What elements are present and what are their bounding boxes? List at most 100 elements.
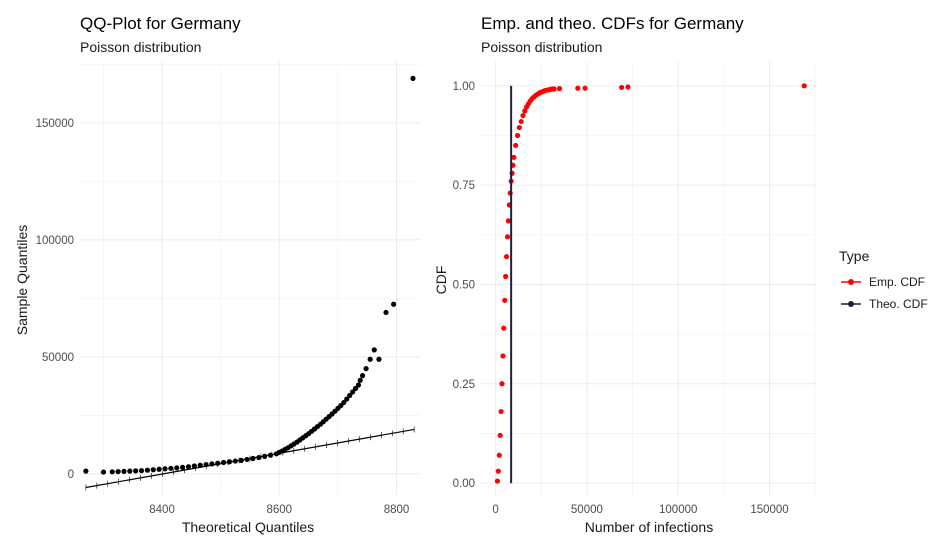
cdf-point [499,381,505,387]
cdf-point [619,84,625,91]
cdf-title: Emp. and theo. CDFs for Germany [481,14,744,33]
legend-label-emp-cdf: Emp. CDF [869,275,925,289]
cdf-point [575,85,581,91]
legend-item-emp-cdf: Emp. CDF [841,275,925,289]
cdf-y-ticks: 0.00 0.25 0.50 0.75 1.00 [453,81,475,490]
legend-item-theo-cdf: Theo. CDF [841,297,928,311]
qq-point [179,464,186,470]
cdf-panel: Emp. and theo. CDFs for Germany Poisson … [433,14,817,535]
cdf-legend: Type Emp. CDF Theo. CDF [839,248,928,311]
cdf-point [556,86,563,92]
qq-point [83,468,89,474]
qq-x-tick-label: 8600 [267,504,293,516]
qq-plot-x-ticks: 8400 8600 8800 [149,504,409,516]
qq-point [355,382,362,388]
qq-plot-panel: QQ-Plot for Germany Poisson distribution… [14,14,420,535]
qq-point [121,468,127,474]
cdf-point [494,478,501,484]
cdf-point [497,432,503,439]
qq-point [133,468,139,474]
cdf-subtitle: Poisson distribution [481,39,602,55]
cdf-point [498,408,504,415]
qq-point [363,366,369,372]
qq-plot-marks [83,75,416,491]
qq-plot-subtitle: Poisson distribution [80,39,201,55]
qq-point [391,301,397,307]
cdf-y-tick-label: 0.75 [453,180,475,192]
qq-point [352,385,359,392]
cdf-x-tick-label: 100000 [659,504,697,516]
qq-point [371,347,377,353]
qq-point [156,466,162,472]
cdf-point [518,118,524,125]
qq-point [100,469,107,475]
qq-plot-title: QQ-Plot for Germany [80,14,241,33]
cdf-point [505,218,511,224]
cdf-grid [481,62,817,495]
qq-point [349,389,356,395]
qq-point [174,465,180,471]
qq-point [367,356,373,362]
qq-plot-grid [80,62,420,495]
cdf-y-tick-label: 0.50 [453,279,475,291]
qq-point [344,396,350,402]
cdf-y-tick-label: 1.00 [453,81,475,93]
qq-point [383,309,389,316]
cdf-point [500,353,506,359]
qq-point [168,465,174,471]
qq-point [127,468,133,474]
cdf-point [504,234,511,240]
legend-key-emp-cdf-dot [848,279,854,285]
cdf-x-tick-label: 150000 [750,504,788,516]
cdf-point [520,113,526,119]
cdf-x-axis-title: Number of infections [585,519,713,535]
qq-y-tick-label: 0 [68,469,74,481]
qq-point [376,356,382,362]
cdf-point [502,297,508,303]
cdf-point [503,273,509,280]
cdf-point [582,85,588,91]
qq-x-tick-label: 8400 [149,504,175,516]
qq-point [191,463,197,469]
qq-point [115,468,121,475]
qq-point [162,466,168,472]
cdf-point [551,86,557,92]
cdf-point [625,84,631,90]
qq-plot-x-axis-title: Theoretical Quantiles [182,519,314,535]
qq-point [359,373,366,379]
qq-point [341,399,347,406]
qq-point [410,75,416,81]
legend-label-theo-cdf: Theo. CDF [869,297,928,311]
cdf-y-tick-label: 0.00 [453,478,475,490]
cdf-point [511,154,517,160]
qq-plot-y-ticks: 0 50000 100000 150000 [36,118,74,481]
qq-point [144,467,151,473]
cdf-point [514,132,521,139]
cdf-point [496,452,502,458]
qq-point [357,377,363,383]
cdf-y-axis-title: CDF [433,266,449,295]
cdf-point [513,142,519,149]
qq-x-tick-label: 8800 [384,504,410,516]
cdf-x-tick-label: 50000 [571,504,603,516]
cdf-x-ticks: 0 50000 100000 150000 [492,504,788,516]
cdf-point [516,124,522,131]
qq-point [150,467,156,473]
legend-title: Type [839,248,870,264]
cdf-point [501,325,507,331]
qq-y-tick-label: 100000 [36,235,74,247]
cdf-point [503,254,510,260]
qq-y-tick-label: 50000 [42,352,74,364]
cdf-x-tick-label: 0 [492,504,498,516]
cdf-point [495,468,501,474]
qq-point [347,392,353,399]
cdf-point [522,108,528,114]
cdf-point [801,83,807,89]
qq-y-tick-label: 150000 [36,118,74,130]
qq-plot-y-axis-title: Sample Quantiles [14,225,30,336]
qq-point [138,468,145,474]
qq-point [109,469,115,475]
legend-key-theo-cdf-dot [848,301,854,307]
cdf-marks [494,83,807,484]
